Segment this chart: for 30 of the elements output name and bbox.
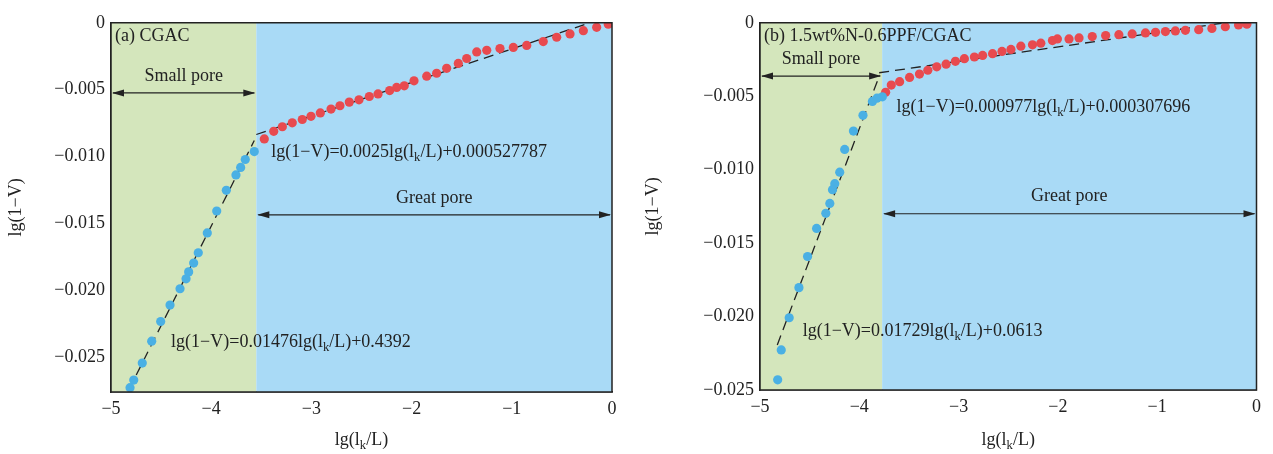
- x-tick-label: −5: [101, 397, 121, 418]
- y-tick-label: −0.015: [54, 212, 105, 233]
- y-tick-label: −0.025: [54, 345, 105, 366]
- y-tick-label: −0.020: [54, 279, 105, 300]
- band-label: Small pore: [781, 47, 861, 68]
- band-label: Small pore: [144, 64, 223, 85]
- chart-title: (b) 1.5wt%N-0.6PPF/CGAC: [764, 24, 972, 46]
- chart-title: (a) CGAC: [115, 24, 190, 46]
- x-tick-label: −4: [201, 397, 221, 418]
- band-label: Great pore: [395, 186, 473, 207]
- x-tick-label: −2: [402, 397, 422, 418]
- x-tick-label: 0: [1252, 395, 1261, 416]
- y-tick-label: 0: [96, 11, 105, 32]
- x-tick-label: −1: [1147, 395, 1167, 416]
- y-tick-label: −0.010: [54, 145, 105, 166]
- y-tick-label: 0: [745, 11, 754, 32]
- y-tick-label: −0.010: [703, 158, 754, 179]
- y-axis-title: lg(1−V): [641, 177, 663, 236]
- x-tick-label: −3: [949, 395, 969, 416]
- y-tick-label: −0.005: [54, 78, 105, 99]
- y-tick-label: −0.015: [703, 231, 754, 252]
- band-label: Great pore: [1031, 185, 1108, 206]
- x-tick-label: −1: [502, 397, 522, 418]
- x-tick-label: 0: [607, 397, 617, 418]
- y-tick-label: −0.020: [703, 305, 754, 326]
- x-tick-label: −4: [849, 395, 869, 416]
- y-tick-label: −0.005: [703, 84, 754, 105]
- y-axis-title: lg(1−V): [4, 178, 26, 237]
- x-tick-label: −3: [301, 397, 321, 418]
- x-tick-label: −2: [1048, 395, 1068, 416]
